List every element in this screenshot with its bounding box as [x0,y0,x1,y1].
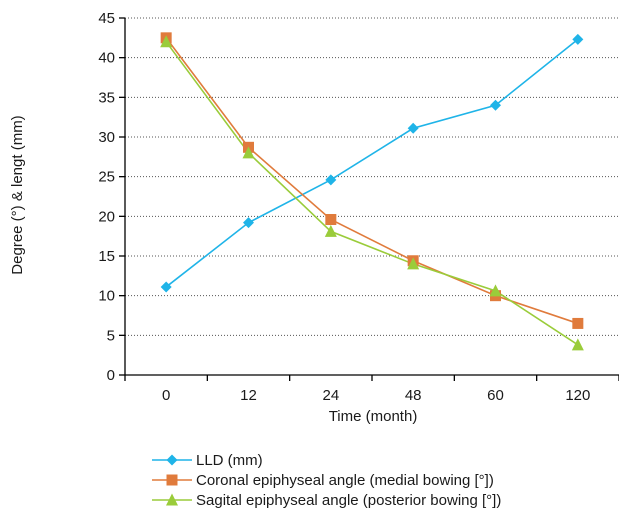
x-tick-label: 24 [322,387,339,404]
series-line-3 [165,41,579,346]
data-point-series-1 [325,174,337,186]
data-point-series-1 [572,33,584,45]
data-point-series-3 [324,224,337,237]
data-point-series-1 [490,99,501,111]
y-tick-label: 25 [98,169,115,186]
series-line-1 [165,38,579,288]
legend-swatch-marker [166,454,178,466]
x-axis-title: Time (month) [329,408,418,425]
gridlines [125,17,619,336]
data-point-series-2 [572,317,584,329]
data-point-series-1 [407,122,419,134]
y-tick-label: 30 [98,129,115,146]
y-tick-label: 5 [107,327,115,344]
x-tick-label: 60 [487,387,504,404]
data-point-series-1 [160,281,172,293]
x-tick-label: 48 [405,387,422,404]
data-point-series-3 [571,338,584,351]
y-tick-label: 40 [98,50,115,67]
legend-item-2: Coronal epiphyseal angle (medial bowing … [152,472,494,489]
legend: LLD (mm) Coronal epiphyseal angle (medial… [152,452,501,509]
data-point-series-3 [407,257,420,270]
y-tick-label: 45 [98,10,115,27]
legend-swatch-marker [166,474,178,486]
y-tick-label: 10 [98,288,115,305]
legend-label: Sagital epiphyseal angle (posterior bowi… [196,492,501,509]
y-tick-label: 15 [98,248,115,265]
x-ticks: 0 12 24 48 60 120 [124,375,619,404]
series-markers [160,32,584,351]
data-point-series-3 [160,35,173,48]
axes [124,18,619,376]
y-tick-label: 35 [98,89,115,106]
legend-item-1: LLD (mm) [152,452,263,469]
legend-label: LLD (mm) [196,452,263,469]
data-point-series-3 [242,146,255,159]
y-tick-label: 0 [107,367,115,384]
data-point-series-1 [243,217,254,229]
legend-label: Coronal epiphyseal angle (medial bowing … [196,472,494,489]
data-point-series-2 [325,214,337,226]
x-tick-label: 0 [162,387,170,404]
series-line-2 [165,37,579,325]
legend-item-3: Sagital epiphyseal angle (posterior bowi… [152,492,501,509]
series-lines [165,37,579,346]
y-axis-title: Degree (°) & lengt (mm) [9,115,26,274]
x-tick-label: 120 [565,387,590,404]
y-tick-label: 20 [98,208,115,225]
y-ticks: 0 5 10 15 20 25 30 35 40 45 [98,10,125,384]
x-tick-label: 12 [240,387,257,404]
data-point-series-3 [489,284,502,297]
legend-swatch-marker [166,493,178,506]
